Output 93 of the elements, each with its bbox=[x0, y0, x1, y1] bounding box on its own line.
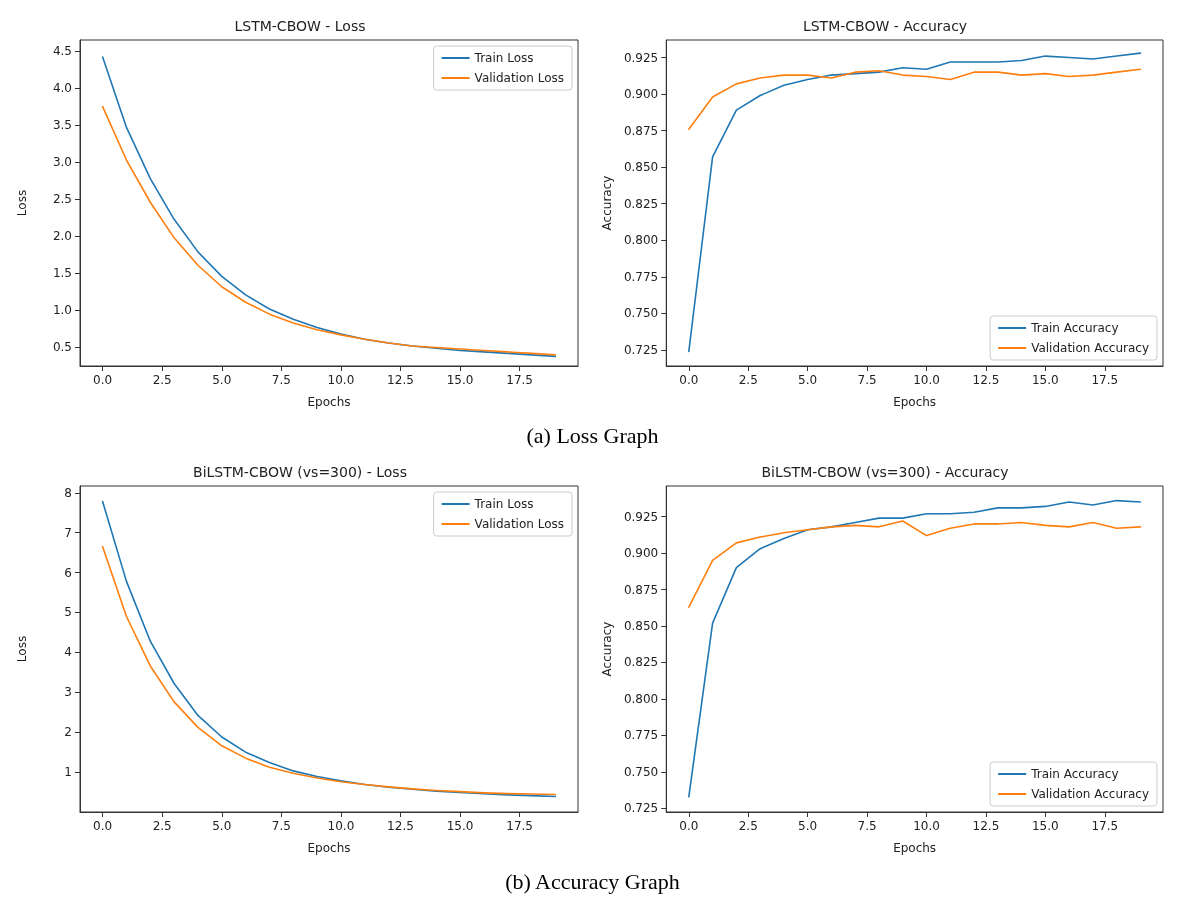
y-tick-label: 0.800 bbox=[623, 233, 659, 248]
text: (b) Accuracy Graph bbox=[504, 868, 681, 896]
text: (a) Loss Graph bbox=[525, 422, 660, 450]
x-tick-label: 12.5 bbox=[387, 373, 414, 387]
x-tick-label: 7.5 bbox=[857, 819, 877, 833]
line-series bbox=[101, 105, 557, 356]
y-tick-label: 3.0 bbox=[52, 155, 72, 170]
x-tick-label: 0.0 bbox=[679, 819, 699, 833]
chart-title: BiLSTM-CBOW (vs=300) - Loss bbox=[193, 464, 407, 480]
legend-label: Validation Loss bbox=[474, 517, 564, 531]
line-series bbox=[101, 545, 557, 796]
chart-title: LSTM-CBOW - Accuracy bbox=[802, 18, 968, 34]
y-axis-title: Accuracy bbox=[600, 621, 614, 677]
legend-label: Train Loss bbox=[473, 51, 534, 65]
y-tick-label: 4.5 bbox=[52, 44, 72, 59]
y-tick-label: 3 bbox=[64, 685, 72, 700]
y-axis-title: Loss bbox=[15, 635, 29, 663]
y-tick-label: 6 bbox=[64, 565, 72, 580]
x-tick-label: 0.0 bbox=[679, 373, 699, 387]
x-tick-label: 0.0 bbox=[93, 819, 113, 833]
chart-title: BiLSTM-CBOW (vs=300) - Accuracy bbox=[761, 464, 1009, 480]
y-tick-label: 0.925 bbox=[623, 509, 659, 524]
y-tick-label: 0.725 bbox=[623, 342, 659, 357]
y-tick-label: 0.900 bbox=[623, 87, 659, 102]
y-tick-label: 0.775 bbox=[623, 269, 659, 284]
y-tick-label: 2.5 bbox=[52, 192, 72, 207]
line-series bbox=[688, 68, 1142, 130]
x-tick-label: 10.0 bbox=[327, 373, 355, 387]
y-tick-label: 5 bbox=[64, 605, 72, 620]
legend-label: Validation Accuracy bbox=[1031, 787, 1149, 801]
legend-label: Validation Loss bbox=[474, 71, 564, 85]
x-tick-label: 2.5 bbox=[152, 373, 172, 387]
x-axis-title: Epochs bbox=[307, 395, 351, 409]
y-tick-label: 2 bbox=[64, 725, 72, 740]
x-axis-title: Epochs bbox=[893, 841, 937, 855]
y-tick-label: 4.0 bbox=[52, 81, 72, 96]
y-tick-label: 0.875 bbox=[623, 582, 659, 597]
y-tick-label: 0.750 bbox=[623, 764, 659, 779]
x-tick-label: 5.0 bbox=[798, 819, 818, 833]
y-tick-label: 0.900 bbox=[623, 546, 659, 561]
y-tick-label: 0.725 bbox=[623, 801, 659, 816]
x-tick-label: 15.0 bbox=[446, 373, 474, 387]
y-tick-label: 8 bbox=[64, 485, 72, 500]
x-tick-label: 0.0 bbox=[93, 373, 113, 387]
y-tick-label: 0.850 bbox=[623, 619, 659, 634]
x-tick-label: 7.5 bbox=[271, 373, 291, 387]
y-tick-label: 0.850 bbox=[623, 160, 659, 175]
y-axis-title: Loss bbox=[15, 189, 29, 217]
y-tick-label: 3.5 bbox=[52, 118, 72, 133]
x-tick-label: 17.5 bbox=[1091, 819, 1119, 833]
x-tick-label: 10.0 bbox=[913, 373, 940, 387]
x-tick-label: 10.0 bbox=[913, 819, 940, 833]
y-tick-label: 1.0 bbox=[52, 303, 72, 318]
x-tick-label: 15.0 bbox=[1031, 819, 1059, 833]
y-tick-label: 0.825 bbox=[623, 196, 659, 211]
x-tick-label: 5.0 bbox=[212, 819, 232, 833]
x-tick-label: 2.5 bbox=[152, 819, 172, 833]
y-tick-label: 0.825 bbox=[623, 655, 659, 670]
y-tick-label: 7 bbox=[64, 525, 72, 540]
x-tick-label: 7.5 bbox=[271, 819, 291, 833]
x-tick-label: 12.5 bbox=[972, 373, 1000, 387]
x-tick-label: 12.5 bbox=[387, 819, 414, 833]
y-tick-label: 4 bbox=[64, 645, 72, 660]
y-tick-label: 0.875 bbox=[623, 123, 659, 138]
y-axis-title: Accuracy bbox=[600, 175, 614, 231]
x-tick-label: 5.0 bbox=[212, 373, 232, 387]
y-tick-label: 1.5 bbox=[52, 266, 72, 281]
y-tick-label: 0.750 bbox=[623, 306, 659, 321]
x-tick-label: 17.5 bbox=[506, 819, 533, 833]
y-tick-label: 0.775 bbox=[623, 728, 659, 743]
x-tick-label: 12.5 bbox=[972, 819, 1000, 833]
y-tick-label: 2.0 bbox=[52, 229, 72, 244]
x-tick-label: 15.0 bbox=[1031, 373, 1059, 387]
x-tick-label: 15.0 bbox=[446, 819, 474, 833]
x-tick-label: 7.5 bbox=[857, 373, 877, 387]
x-tick-label: 2.5 bbox=[738, 373, 758, 387]
legend-label: Train Loss bbox=[473, 497, 534, 511]
legend-label: Train Accuracy bbox=[1030, 767, 1119, 781]
chart-title: LSTM-CBOW - Loss bbox=[234, 18, 366, 34]
x-axis-title: Epochs bbox=[307, 841, 351, 855]
y-tick-label: 0.925 bbox=[623, 50, 659, 65]
y-tick-label: 0.5 bbox=[52, 340, 72, 355]
y-tick-label: 1 bbox=[64, 765, 72, 780]
y-tick-label: 0.800 bbox=[623, 691, 659, 706]
x-tick-label: 2.5 bbox=[738, 819, 758, 833]
legend-label: Validation Accuracy bbox=[1031, 341, 1149, 355]
legend-label: Train Accuracy bbox=[1030, 321, 1119, 335]
x-axis-title: Epochs bbox=[893, 395, 937, 409]
x-tick-label: 17.5 bbox=[1091, 373, 1119, 387]
line-series bbox=[688, 520, 1142, 608]
x-tick-label: 5.0 bbox=[798, 373, 818, 387]
x-tick-label: 10.0 bbox=[327, 819, 355, 833]
x-tick-label: 17.5 bbox=[506, 373, 533, 387]
